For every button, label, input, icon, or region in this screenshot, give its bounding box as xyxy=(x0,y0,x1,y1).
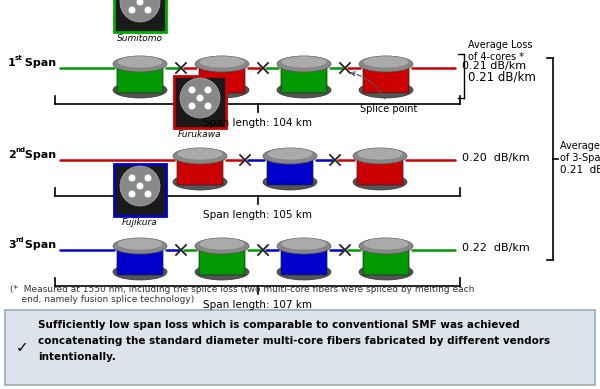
Text: Span: Span xyxy=(21,58,56,68)
FancyBboxPatch shape xyxy=(199,245,245,275)
Text: 0.21  dB/km: 0.21 dB/km xyxy=(560,165,600,175)
Text: rd: rd xyxy=(15,237,23,243)
Ellipse shape xyxy=(363,56,409,68)
Text: concatenating the standard diameter multi-core fibers fabricated by different ve: concatenating the standard diameter mult… xyxy=(38,336,550,346)
Ellipse shape xyxy=(353,174,407,190)
Ellipse shape xyxy=(263,148,317,164)
Text: 0.21 dB/km: 0.21 dB/km xyxy=(468,70,536,83)
Ellipse shape xyxy=(277,264,331,280)
Circle shape xyxy=(128,7,136,14)
Text: 0.21 dB/km: 0.21 dB/km xyxy=(462,61,526,71)
Ellipse shape xyxy=(281,238,327,250)
Ellipse shape xyxy=(173,174,227,190)
Ellipse shape xyxy=(199,56,245,68)
Ellipse shape xyxy=(195,56,249,72)
Text: 0.20  dB/km: 0.20 dB/km xyxy=(462,153,530,163)
FancyBboxPatch shape xyxy=(199,63,245,93)
Circle shape xyxy=(197,95,203,102)
Text: intentionally.: intentionally. xyxy=(38,352,116,362)
Ellipse shape xyxy=(113,56,167,72)
Bar xyxy=(114,164,166,216)
FancyBboxPatch shape xyxy=(281,245,327,275)
Ellipse shape xyxy=(363,238,409,250)
Ellipse shape xyxy=(353,148,407,164)
Text: nd: nd xyxy=(15,147,25,153)
Ellipse shape xyxy=(277,82,331,98)
Circle shape xyxy=(145,191,151,198)
Ellipse shape xyxy=(117,238,163,250)
Text: (*  Measured at 1550 nm, including the splice loss (two multi-core fibers were s: (* Measured at 1550 nm, including the sp… xyxy=(10,285,475,305)
Bar xyxy=(174,76,226,128)
FancyBboxPatch shape xyxy=(363,63,409,93)
Text: of 3-Spans: of 3-Spans xyxy=(560,153,600,163)
Circle shape xyxy=(120,0,160,22)
Text: Average Loss: Average Loss xyxy=(468,40,533,50)
Circle shape xyxy=(128,175,136,182)
Text: 3: 3 xyxy=(8,240,16,250)
Text: Span length: 107 km: Span length: 107 km xyxy=(203,300,312,310)
Ellipse shape xyxy=(281,56,327,68)
Circle shape xyxy=(205,86,212,93)
Ellipse shape xyxy=(113,238,167,254)
Ellipse shape xyxy=(195,82,249,98)
Text: ✓: ✓ xyxy=(16,340,28,356)
Ellipse shape xyxy=(117,56,163,68)
Circle shape xyxy=(137,182,143,189)
FancyBboxPatch shape xyxy=(117,245,163,275)
Circle shape xyxy=(180,78,220,118)
Text: Sufficiently low span loss which is comparable to conventional SMF was achieved: Sufficiently low span loss which is comp… xyxy=(38,320,520,330)
Text: st: st xyxy=(15,55,23,61)
Ellipse shape xyxy=(359,238,413,254)
Ellipse shape xyxy=(177,148,223,160)
Circle shape xyxy=(137,0,143,5)
Ellipse shape xyxy=(359,82,413,98)
Text: of 4-cores *: of 4-cores * xyxy=(468,52,524,62)
Text: 0.22  dB/km: 0.22 dB/km xyxy=(462,243,530,253)
Ellipse shape xyxy=(263,174,317,190)
FancyBboxPatch shape xyxy=(117,63,163,93)
Text: Fujikura: Fujikura xyxy=(122,218,158,227)
FancyBboxPatch shape xyxy=(5,310,595,385)
Text: Span length: 105 km: Span length: 105 km xyxy=(203,210,312,220)
Text: Span: Span xyxy=(21,240,56,250)
Circle shape xyxy=(145,7,151,14)
Text: Furukawa: Furukawa xyxy=(178,130,222,139)
Ellipse shape xyxy=(195,264,249,280)
Bar xyxy=(114,0,166,32)
Circle shape xyxy=(205,102,212,109)
Circle shape xyxy=(128,191,136,198)
Ellipse shape xyxy=(113,82,167,98)
FancyBboxPatch shape xyxy=(267,155,313,185)
Text: 2: 2 xyxy=(8,150,16,160)
Text: Splice point: Splice point xyxy=(351,72,418,114)
Ellipse shape xyxy=(357,148,403,160)
FancyBboxPatch shape xyxy=(363,245,409,275)
FancyBboxPatch shape xyxy=(357,155,403,185)
Ellipse shape xyxy=(277,56,331,72)
Text: Sumitomo: Sumitomo xyxy=(117,34,163,43)
Text: Span: Span xyxy=(21,150,56,160)
Ellipse shape xyxy=(267,148,313,160)
Circle shape xyxy=(188,86,196,93)
Text: 1: 1 xyxy=(8,58,16,68)
Ellipse shape xyxy=(195,238,249,254)
Text: Span length: 104 km: Span length: 104 km xyxy=(203,118,312,128)
Ellipse shape xyxy=(359,264,413,280)
FancyBboxPatch shape xyxy=(177,155,223,185)
FancyBboxPatch shape xyxy=(281,63,327,93)
Text: Average Loss: Average Loss xyxy=(560,141,600,151)
Ellipse shape xyxy=(173,148,227,164)
Circle shape xyxy=(145,175,151,182)
Ellipse shape xyxy=(113,264,167,280)
Ellipse shape xyxy=(277,238,331,254)
Circle shape xyxy=(120,166,160,206)
Circle shape xyxy=(188,102,196,109)
Ellipse shape xyxy=(199,238,245,250)
Ellipse shape xyxy=(359,56,413,72)
